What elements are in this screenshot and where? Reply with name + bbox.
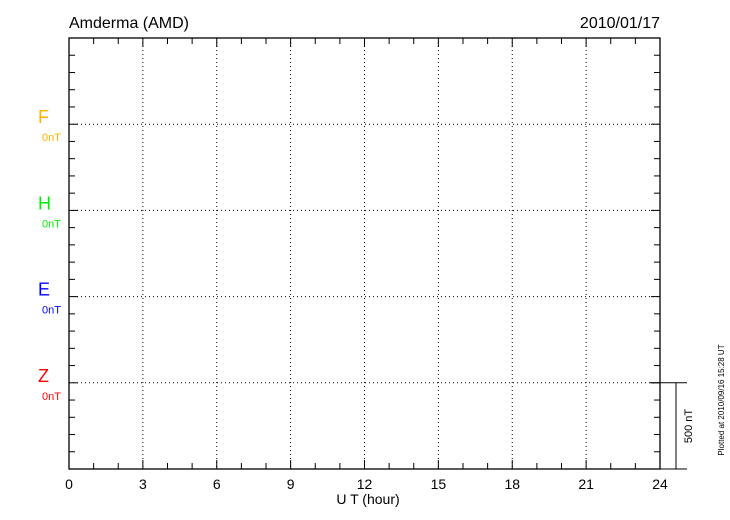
x-tick-label: 3 — [139, 476, 147, 492]
series-baseline-z: 0nT — [42, 391, 61, 403]
series-baseline-h: 0nT — [42, 218, 61, 230]
chart-date: 2010/01/17 — [580, 15, 660, 32]
x-tick-label: 15 — [431, 476, 447, 492]
series-label-e: E — [38, 280, 50, 300]
series-label-f: F — [38, 107, 49, 127]
x-tick-label: 9 — [287, 476, 295, 492]
x-tick-label: 12 — [357, 476, 373, 492]
series-baseline-f: 0nT — [42, 132, 61, 144]
chart-title: Amderma (AMD) — [69, 15, 189, 32]
x-tick-label: 6 — [213, 476, 221, 492]
series-label-z: Z — [38, 366, 49, 386]
scale-bar-label: 500 nT — [683, 409, 695, 444]
x-tick-label: 24 — [652, 476, 668, 492]
x-axis-label: U T (hour) — [336, 491, 399, 507]
series-label-h: H — [38, 193, 51, 213]
x-tick-label: 0 — [65, 476, 73, 492]
plot-frame — [68, 37, 661, 470]
x-tick-label: 21 — [578, 476, 594, 492]
series-baseline-e: 0nT — [42, 305, 61, 317]
plotted-at-footer: Plotted at 2010/09/16 15:28 UT — [717, 344, 726, 455]
x-tick-label: 18 — [504, 476, 520, 492]
